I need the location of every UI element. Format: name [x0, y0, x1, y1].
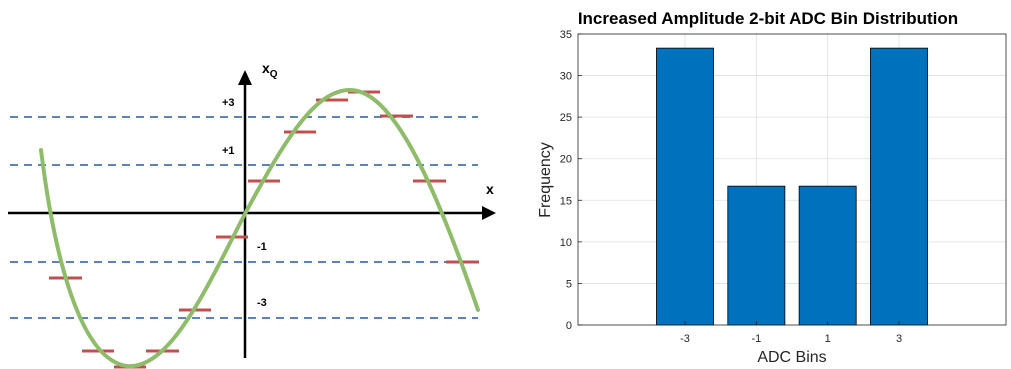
x-grid [684, 34, 900, 325]
x-axis-arrow-icon [482, 206, 496, 220]
threshold-label-plus1: +1 [222, 145, 235, 157]
x-tick-label: 1 [825, 333, 831, 345]
threshold-labels: +3 +1 -1 -3 [222, 97, 267, 309]
axes [8, 70, 496, 358]
bar [727, 185, 786, 326]
x-axis-label: x [486, 181, 494, 197]
y-tick-label: 10 [560, 237, 572, 249]
y-tick-label: 35 [560, 29, 572, 41]
x-axis-title: ADC Bins [757, 349, 826, 366]
y-axis-label: xQ [262, 60, 278, 80]
y-tick-label: 30 [560, 71, 572, 83]
bar [870, 47, 928, 326]
x-tick-label: 3 [896, 333, 902, 345]
threshold-label-plus3: +3 [222, 97, 235, 109]
quantization-diagram: +3 +1 -1 -3 xQ x [8, 60, 496, 369]
y-tick-label: 5 [566, 278, 572, 290]
bars [656, 47, 928, 326]
x-ticks: -3 -1 1 3 [680, 321, 902, 345]
threshold-lines [10, 116, 478, 319]
y-tick-label: 20 [560, 154, 572, 166]
quantized-steps [49, 90, 479, 369]
y-tick-label: 0 [566, 320, 572, 332]
chart-title: Increased Amplitude 2-bit ADC Bin Distri… [578, 9, 958, 28]
bin-distribution-chart: Increased Amplitude 2-bit ADC Bin Distri… [537, 9, 1007, 366]
y-axis-arrow-icon [238, 70, 252, 85]
y-tick-label: 25 [560, 112, 572, 124]
y-grid [578, 33, 1006, 326]
x-tick-label: -3 [680, 333, 690, 345]
sine-wave [39, 87, 480, 369]
bar [656, 47, 714, 326]
x-tick-label: -1 [751, 333, 761, 345]
y-tick-label: 15 [560, 195, 572, 207]
plot-frame [577, 33, 1007, 326]
y-ticks: 0 5 10 15 20 25 30 35 [560, 29, 582, 332]
threshold-label-minus1: -1 [257, 241, 267, 253]
bar [798, 185, 857, 326]
threshold-label-minus3: -3 [257, 297, 267, 309]
y-axis-title: Frequency [537, 142, 554, 218]
